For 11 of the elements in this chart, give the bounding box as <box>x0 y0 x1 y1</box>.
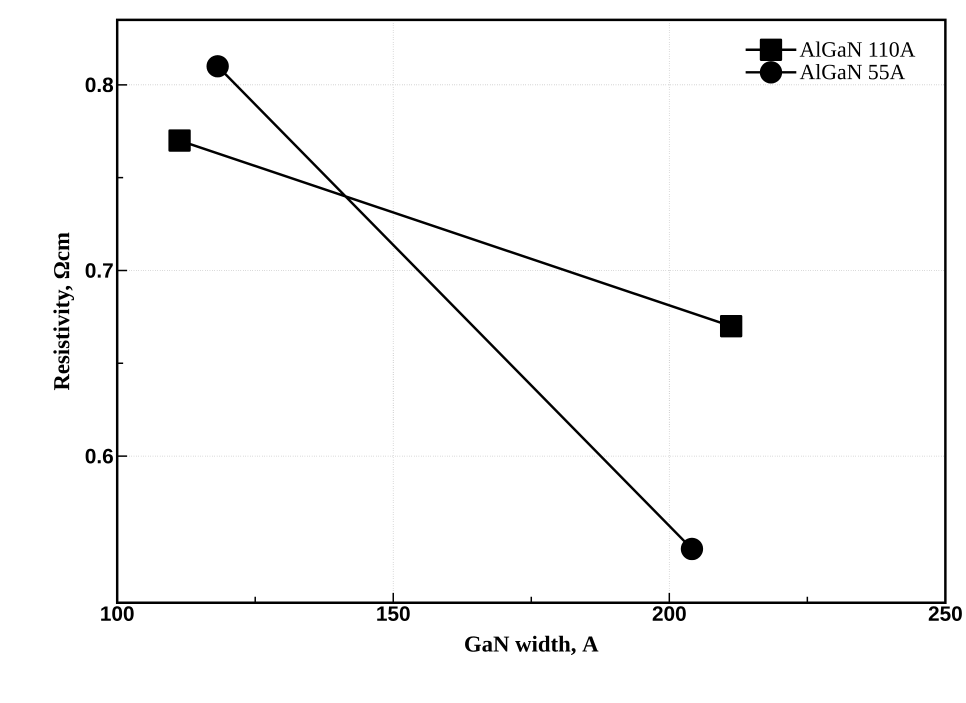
legend-label: AlGaN 110A <box>800 41 916 57</box>
y-tick-label: 0.8 <box>86 77 114 92</box>
x-tick-label: 250 <box>928 606 962 621</box>
y-tick-label: 0.7 <box>86 263 113 278</box>
legend-label: AlGaN 55A <box>800 64 906 80</box>
x-axis-title: GaN width, A <box>465 636 598 655</box>
y-axis-title: Resistivity, Ωcm <box>53 232 74 390</box>
x-tick-label: 100 <box>101 606 134 621</box>
x-tick-label: 150 <box>377 606 410 621</box>
x-tick-label: 200 <box>652 606 686 621</box>
y-tick-label: 0.6 <box>86 448 113 464</box>
